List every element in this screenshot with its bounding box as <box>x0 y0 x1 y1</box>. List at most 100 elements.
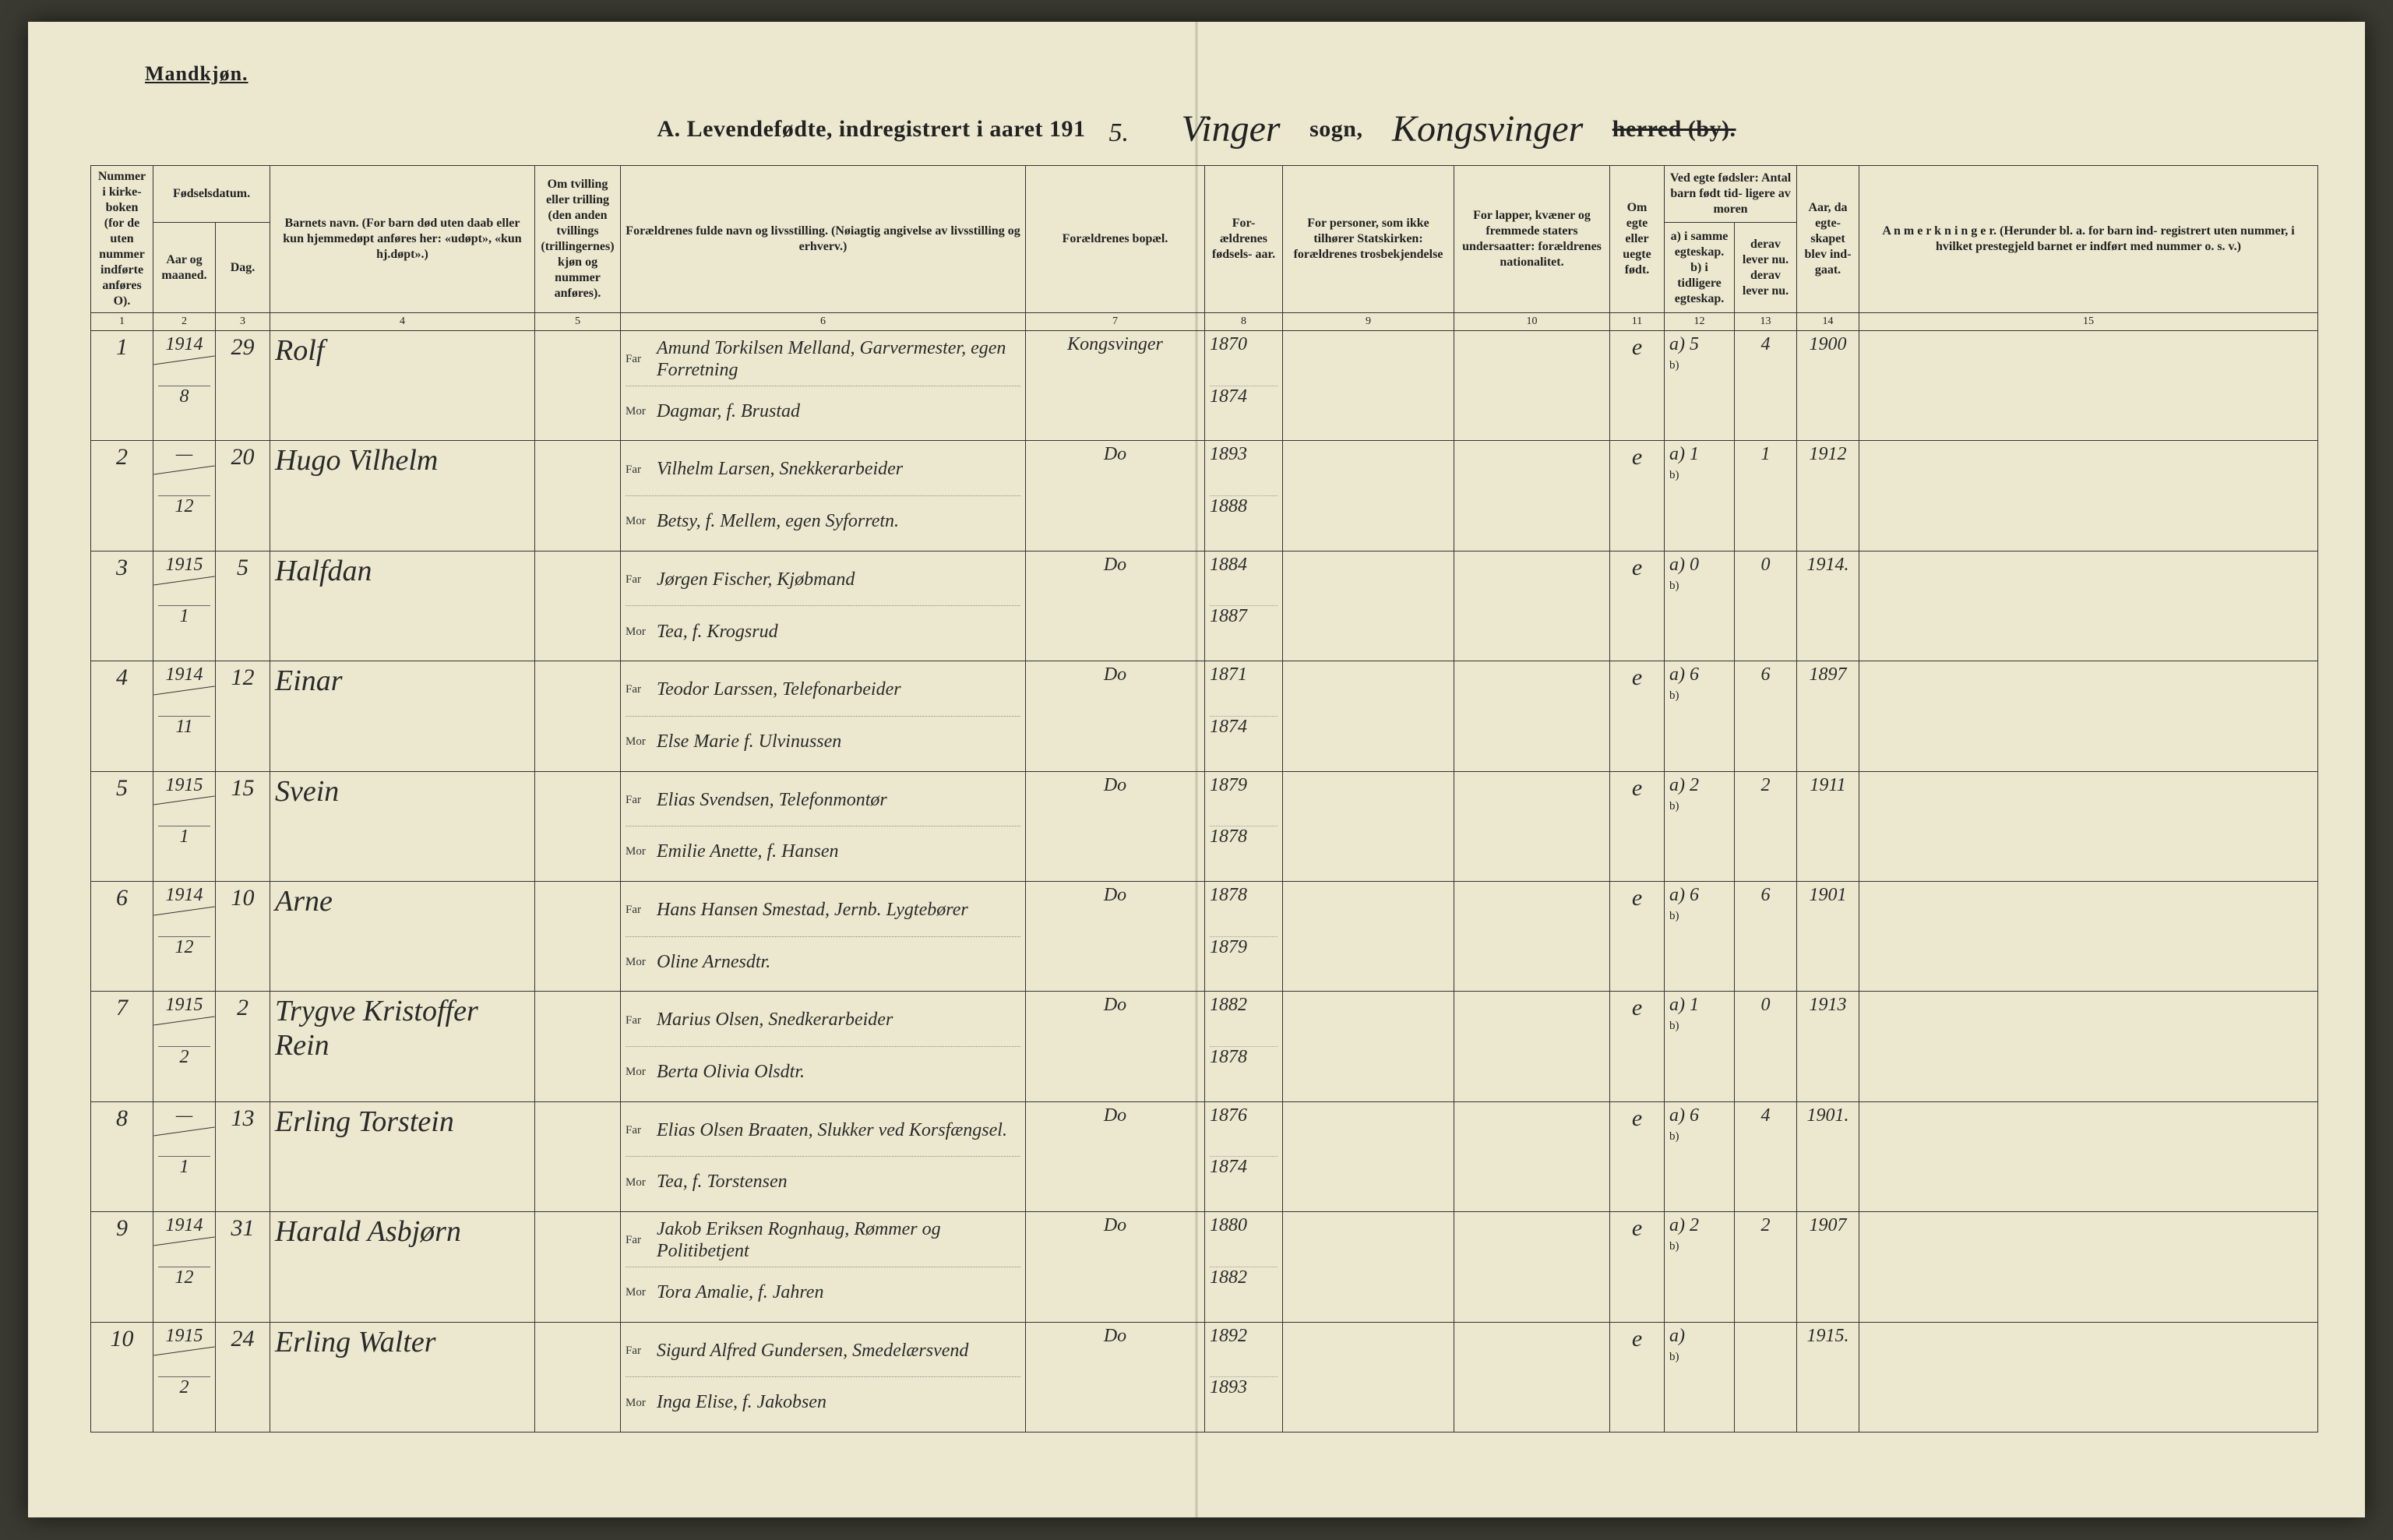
col-header: Forældrenes bopæl. <box>1026 166 1205 313</box>
legitimacy: e <box>1610 881 1665 991</box>
child-name: Arne <box>270 881 535 991</box>
father-name: Jørgen Fischer, Kjøbmand <box>657 569 855 591</box>
legitimacy: e <box>1610 771 1665 881</box>
parents-birth-years: 18821878 <box>1205 992 1283 1101</box>
col-number: 13 <box>1735 313 1797 331</box>
birth-year-month: 191412 <box>153 881 216 991</box>
mother-name: Oline Arnesdtr. <box>657 952 770 974</box>
remarks <box>1859 1322 2318 1432</box>
register-table-wrap: Nummer i kirke- boken (for de uten numme… <box>90 165 2318 1424</box>
child-name: Harald Asbjørn <box>270 1212 535 1322</box>
remarks <box>1859 1212 2318 1322</box>
birth-year-month: 191411 <box>153 661 216 771</box>
twin-info <box>535 1322 621 1432</box>
remarks <box>1859 771 2318 881</box>
mother-name: Else Marie f. Ulvinussen <box>657 731 841 753</box>
col-number: 1 <box>91 313 153 331</box>
row-number: 10 <box>91 1322 153 1432</box>
residence: Do <box>1026 661 1205 771</box>
children-living: 0 <box>1735 551 1797 661</box>
parents: FarElias Svendsen, TelefonmontørMorEmili… <box>621 771 1026 881</box>
residence: Do <box>1026 771 1205 881</box>
birth-day: 13 <box>216 1101 270 1211</box>
table-row: 7191522Trygve Kristoffer ReinFarMarius O… <box>91 992 2318 1101</box>
table-row: 8—113Erling TorsteinFarElias Olsen Braat… <box>91 1101 2318 1211</box>
parents-birth-years: 18841887 <box>1205 551 1283 661</box>
col-number: 6 <box>621 313 1026 331</box>
mother-name: Tea, f. Krogsrud <box>657 622 778 643</box>
row-number: 1 <box>91 331 153 441</box>
residence: Do <box>1026 551 1205 661</box>
parents: FarTeodor Larssen, TelefonarbeiderMorEls… <box>621 661 1026 771</box>
legitimacy: e <box>1610 441 1665 551</box>
col-header: For personer, som ikke tilhører Statskir… <box>1283 166 1454 313</box>
religion <box>1283 331 1454 441</box>
birth-day: 29 <box>216 331 270 441</box>
col-number: 8 <box>1205 313 1283 331</box>
sogn-label: sogn, <box>1309 116 1362 142</box>
nationality <box>1454 881 1610 991</box>
father-name: Amund Torkilsen Melland, Garvermester, e… <box>657 338 1020 381</box>
children-living: 4 <box>1735 331 1797 441</box>
parents-birth-years: 18711874 <box>1205 661 1283 771</box>
marriage-year: 1913 <box>1797 992 1859 1101</box>
prior-children: 0 <box>1665 551 1735 661</box>
twin-info <box>535 1212 621 1322</box>
child-name: Erling Walter <box>270 1322 535 1432</box>
birth-day: 24 <box>216 1322 270 1432</box>
table-row: 101915224Erling WalterFarSigurd Alfred G… <box>91 1322 2318 1432</box>
col-header: A n m e r k n i n g e r. (Herunder bl. a… <box>1859 166 2318 313</box>
residence: Do <box>1026 1101 1205 1211</box>
birth-day: 15 <box>216 771 270 881</box>
table-body: 11914829RolfFarAmund Torkilsen Melland, … <box>91 331 2318 1433</box>
twin-info <box>535 1101 621 1211</box>
remarks <box>1859 331 2318 441</box>
legitimacy: e <box>1610 661 1665 771</box>
residence: Do <box>1026 441 1205 551</box>
table-row: 419141112EinarFarTeodor Larssen, Telefon… <box>91 661 2318 771</box>
nationality <box>1454 771 1610 881</box>
marriage-year: 1900 <box>1797 331 1859 441</box>
child-name: Trygve Kristoffer Rein <box>270 992 535 1101</box>
prior-children <box>1665 1322 1735 1432</box>
residence: Do <box>1026 1322 1205 1432</box>
child-name: Rolf <box>270 331 535 441</box>
row-number: 9 <box>91 1212 153 1322</box>
parents-birth-years: 18801882 <box>1205 1212 1283 1322</box>
row-number: 3 <box>91 551 153 661</box>
table-row: 619141210ArneFarHans Hansen Smestad, Jer… <box>91 881 2318 991</box>
parents: FarElias Olsen Braaten, Slukker ved Kors… <box>621 1101 1026 1211</box>
table-row: 11914829RolfFarAmund Torkilsen Melland, … <box>91 331 2318 441</box>
parents: FarMarius Olsen, SnedkerarbeiderMorBerta… <box>621 992 1026 1101</box>
prior-children: 6 <box>1665 881 1735 991</box>
title-prefix: A. Levendefødte, indregistrert i aaret 1… <box>657 116 1085 142</box>
twin-info <box>535 331 621 441</box>
birth-year-month: —1 <box>153 1101 216 1211</box>
father-name: Sigurd Alfred Gundersen, Smedelærsvend <box>657 1341 968 1362</box>
marriage-year: 1897 <box>1797 661 1859 771</box>
legitimacy: e <box>1610 1101 1665 1211</box>
residence: Do <box>1026 881 1205 991</box>
col-header: Om tvilling eller trilling (den anden tv… <box>535 166 621 313</box>
parents: FarVilhelm Larsen, SnekkerarbeiderMorBet… <box>621 441 1026 551</box>
remarks <box>1859 992 2318 1101</box>
marriage-year: 1914. <box>1797 551 1859 661</box>
title-line: A. Levendefødte, indregistrert i aaret 1… <box>28 107 2365 150</box>
row-number: 4 <box>91 661 153 771</box>
religion <box>1283 551 1454 661</box>
children-living <box>1735 1322 1797 1432</box>
table-head: Nummer i kirke- boken (for de uten numme… <box>91 166 2318 331</box>
birth-day: 31 <box>216 1212 270 1322</box>
mother-name: Emilie Anette, f. Hansen <box>657 841 839 863</box>
birth-year-month: 19151 <box>153 771 216 881</box>
row-number: 6 <box>91 881 153 991</box>
legitimacy: e <box>1610 331 1665 441</box>
col-header: Nummer i kirke- boken (for de uten numme… <box>91 166 153 313</box>
religion <box>1283 1212 1454 1322</box>
col-header: Forældrenes fulde navn og livsstilling. … <box>621 166 1026 313</box>
marriage-year: 1901 <box>1797 881 1859 991</box>
children-living: 6 <box>1735 661 1797 771</box>
table-row: 919141231Harald AsbjørnFarJakob Eriksen … <box>91 1212 2318 1322</box>
father-name: Hans Hansen Smestad, Jernb. Lygtebører <box>657 900 968 922</box>
table-row: 3191515HalfdanFarJørgen Fischer, Kjøbman… <box>91 551 2318 661</box>
